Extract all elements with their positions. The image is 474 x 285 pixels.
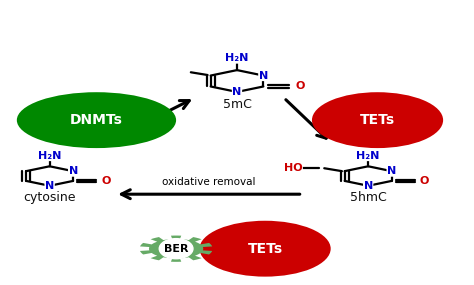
Ellipse shape [312, 92, 443, 148]
Text: N: N [387, 166, 396, 176]
Text: N: N [364, 181, 373, 191]
Text: O: O [419, 176, 429, 186]
Text: DNMTs: DNMTs [70, 113, 123, 127]
Text: O: O [101, 176, 110, 186]
Text: N: N [69, 166, 78, 176]
Text: oxidative removal: oxidative removal [162, 177, 255, 187]
Text: O: O [295, 82, 305, 91]
Text: cytosine: cytosine [23, 191, 76, 204]
Text: H₂N: H₂N [225, 53, 249, 63]
Text: H₂N: H₂N [356, 150, 380, 160]
Text: TETs: TETs [247, 242, 283, 256]
Polygon shape [140, 235, 212, 262]
Text: H₂N: H₂N [38, 150, 61, 160]
Circle shape [159, 239, 193, 259]
Text: TETs: TETs [360, 113, 395, 127]
Ellipse shape [200, 221, 331, 277]
Text: BER: BER [164, 244, 188, 254]
Text: 5hmC: 5hmC [350, 191, 386, 204]
Text: HO: HO [284, 163, 302, 173]
Text: N: N [232, 87, 242, 97]
Text: 5mC: 5mC [223, 98, 251, 111]
Text: N: N [259, 71, 268, 81]
Ellipse shape [17, 92, 176, 148]
Text: N: N [45, 181, 54, 191]
